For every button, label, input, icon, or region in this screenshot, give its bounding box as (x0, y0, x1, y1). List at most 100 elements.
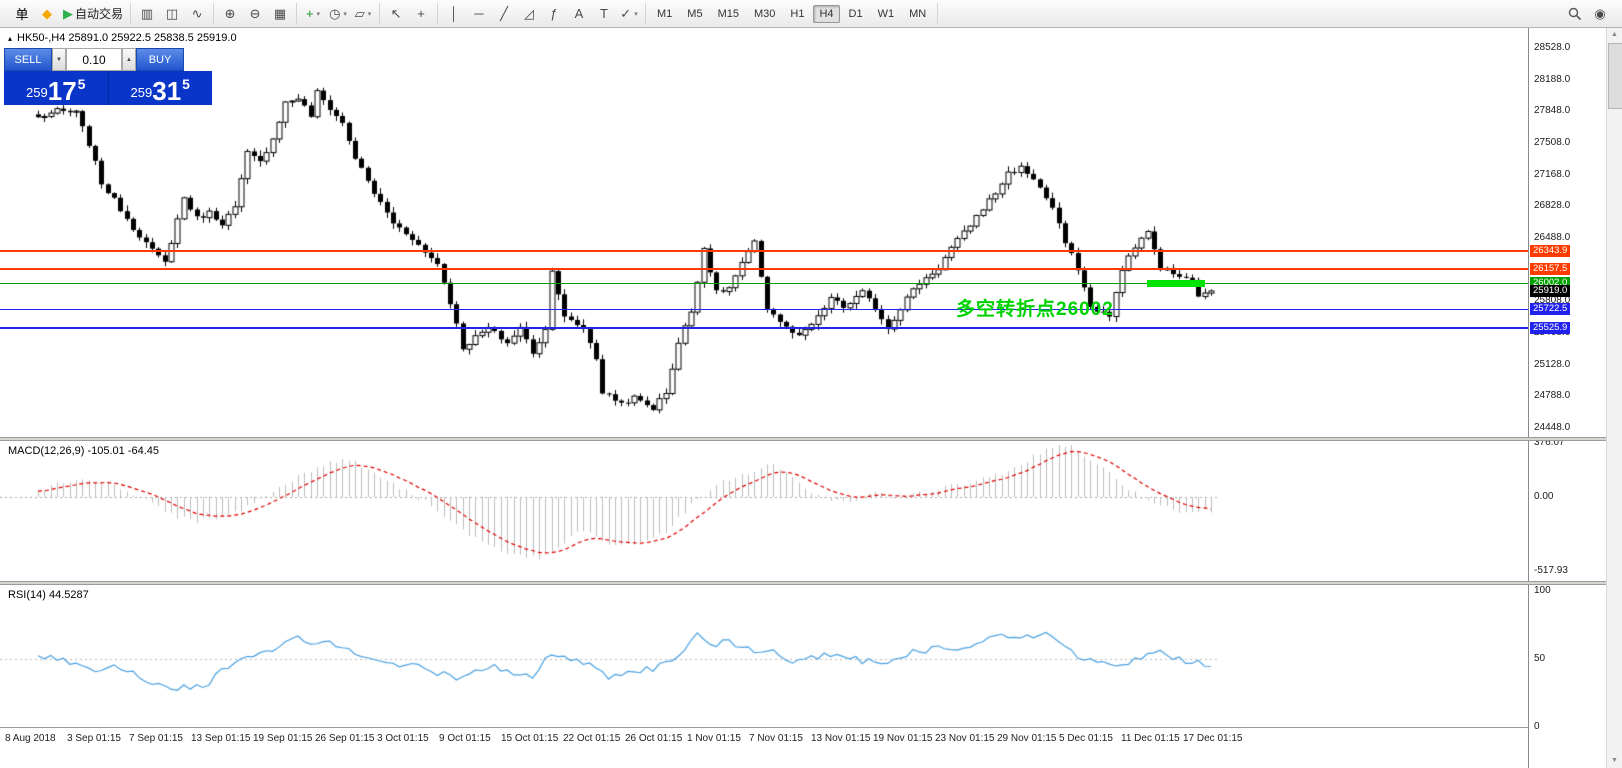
pivot-highlight-segment[interactable] (1147, 280, 1205, 287)
timeframe-button-m30[interactable]: M30 (753, 7, 776, 20)
label-icon[interactable]: T (593, 4, 615, 24)
price-axis-label: 24788.0 (1534, 390, 1571, 402)
price-axis-label: 24448.0 (1534, 422, 1571, 433)
price-level-line-26343.9[interactable] (0, 250, 1528, 253)
sell-price-display[interactable]: 259 17 5 (4, 71, 109, 105)
volume-decrease-button[interactable]: ▼ (52, 48, 66, 71)
indicators-icon: + (305, 6, 314, 21)
toolbar-group: ⊕ ⊖ ▦ (214, 2, 298, 25)
time-axis-label: 13 Sep 01:15 (191, 733, 251, 744)
price-axis-label: 27168.0 (1534, 168, 1571, 180)
timeframe-button-h1[interactable]: H1 (790, 7, 805, 20)
volume-input[interactable] (66, 48, 122, 71)
timeframe-button-m1[interactable]: M1 (657, 7, 673, 20)
rsi-panel-resizer[interactable] (0, 581, 1606, 585)
scrollbar-thumb[interactable] (1608, 43, 1622, 109)
time-axis-label: 26 Sep 01:15 (315, 733, 375, 744)
macd-indicator-canvas[interactable] (0, 441, 1528, 581)
arrows-icon[interactable]: ✓ ▾ (618, 4, 640, 24)
scroll-down-arrow-icon[interactable]: ▼ (1611, 757, 1618, 764)
price-axis-label: 25128.0 (1534, 358, 1571, 370)
label-icon: T (600, 6, 608, 21)
period-clock-icon[interactable]: ◷ ▾ (327, 4, 349, 24)
price-level-line-25525.9[interactable] (0, 326, 1528, 329)
auto-trading-button-label: 自动交易 (75, 7, 124, 21)
zoom-out-icon[interactable]: ⊖ (244, 4, 266, 24)
bar-chart-icon: ▥ (140, 5, 154, 21)
macd-panel-resizer[interactable] (0, 437, 1606, 441)
zoom-in-icon[interactable]: ⊕ (219, 4, 241, 24)
vertical-line-icon[interactable]: │ (443, 4, 465, 24)
toolbar-group: 单 ◆ ▶ 自动交易 (6, 2, 132, 25)
price-level-line-26157.5[interactable] (0, 267, 1528, 270)
text-icon[interactable]: A (568, 4, 590, 24)
scroll-up-arrow-icon[interactable]: ▲ (1611, 31, 1618, 38)
tile-windows-icon[interactable]: ▦ (269, 4, 291, 24)
pivot-annotation-text[interactable]: 多空转折点26002 (956, 299, 1114, 320)
chevron-down-icon: ▾ (634, 10, 638, 18)
price-level-line-26002.0[interactable] (0, 282, 1528, 284)
price-axis-label: 28528.0 (1534, 42, 1571, 53)
price-level-line-25722.5[interactable] (0, 308, 1528, 310)
new-order-icon: ◆ (42, 5, 52, 21)
ohlc-text: HK50-,H4 25891.0 25922.5 25838.5 25919.0 (17, 32, 237, 44)
macd-axis-label: -517.93 (1534, 564, 1568, 576)
time-axis-label: 1 Nov 01:15 (687, 733, 741, 744)
timeframe-button-d1[interactable]: D1 (848, 7, 863, 20)
crosshair-icon[interactable]: + (410, 4, 432, 24)
bar-chart-icon[interactable]: ▥ (136, 4, 158, 24)
time-axis-label: 3 Oct 01:15 (377, 733, 429, 744)
price-axis[interactable]: 26343.9 26157.5 26002.0 25722.5 25525.9 25919… (1528, 28, 1606, 768)
time-axis-label: 7 Nov 01:15 (749, 733, 803, 744)
toolbar-right-group: ◉ (1559, 3, 1616, 25)
text-icon: A (574, 6, 584, 21)
timeframe-button-h4[interactable]: H4 (813, 4, 840, 23)
time-axis-label: 11 Dec 01:15 (1121, 733, 1180, 744)
sell-button[interactable]: SELL (4, 48, 52, 71)
orders-menu[interactable]: 单 (11, 4, 33, 24)
auto-trading-button[interactable]: ▶ 自动交易 (61, 4, 125, 24)
price-level-tag-26157.5: 26157.5 (1530, 262, 1571, 275)
chevron-down-icon: ▾ (343, 10, 347, 18)
trendline-icon[interactable]: ╱ (493, 4, 515, 24)
timeframe-button-w1[interactable]: W1 (877, 7, 895, 20)
templates-icon[interactable]: ▱ ▾ (352, 4, 374, 24)
cursor-icon[interactable]: ↖ (385, 4, 407, 24)
fibonacci-icon[interactable]: ƒ (543, 4, 565, 24)
time-axis-label: 22 Oct 01:15 (563, 733, 621, 744)
tile-windows-icon: ▦ (273, 5, 287, 21)
line-chart-icon[interactable]: ∿ (186, 4, 208, 24)
candlestick-icon: ◫ (165, 5, 179, 21)
auto-trading-button: ▶ (63, 5, 73, 21)
timeframe-button-m5[interactable]: M5 (687, 7, 703, 20)
timeframe-button-mn[interactable]: MN (909, 7, 927, 20)
period-clock-icon: ◷ (329, 5, 341, 21)
community-icon[interactable]: ◉ (1594, 5, 1606, 21)
chevron-down-icon: ▾ (316, 10, 321, 18)
new-order-icon[interactable]: ◆ (36, 4, 58, 24)
rsi-axis-label: 50 (1534, 653, 1546, 664)
indicators-icon[interactable]: + ▾ (302, 4, 324, 24)
timeframe-button-m15[interactable]: M15 (717, 7, 739, 20)
horizontal-line-icon[interactable]: ─ (468, 4, 490, 24)
time-axis[interactable]: 8 Aug 2018 3 Sep 01:15 7 Sep 01:15 13 Sep 0… (0, 727, 1528, 768)
chart-expand-icon[interactable]: ▴ (8, 33, 13, 43)
candlestick-icon[interactable]: ◫ (161, 4, 183, 24)
vertical-scrollbar[interactable]: ▲ ▼ (1606, 28, 1622, 768)
time-axis-label: 5 Dec 01:15 (1059, 733, 1113, 744)
price-axis-label: 25808.0 (1534, 295, 1571, 307)
price-axis-label: 26488.0 (1534, 232, 1571, 243)
search-icon[interactable] (1564, 4, 1586, 24)
macd-axis-label: 0.00 (1534, 491, 1554, 502)
toolbar-group: ↖ + (380, 2, 439, 25)
buy-button[interactable]: BUY (136, 48, 184, 71)
toolbar-group: + ▾ ◷ ▾ ▱ ▾ (297, 2, 381, 25)
chevron-down-icon: ▾ (367, 10, 372, 18)
price-axis-label: 28188.0 (1534, 73, 1571, 85)
rsi-indicator-canvas[interactable] (0, 585, 1528, 727)
volume-increase-button[interactable]: ▲ (122, 48, 136, 71)
buy-price-display[interactable]: 259 31 5 (108, 71, 212, 105)
channel-icon[interactable]: ◿ (518, 4, 540, 24)
price-chart-canvas[interactable] (0, 28, 1528, 437)
zoom-out-icon: ⊖ (249, 5, 261, 21)
